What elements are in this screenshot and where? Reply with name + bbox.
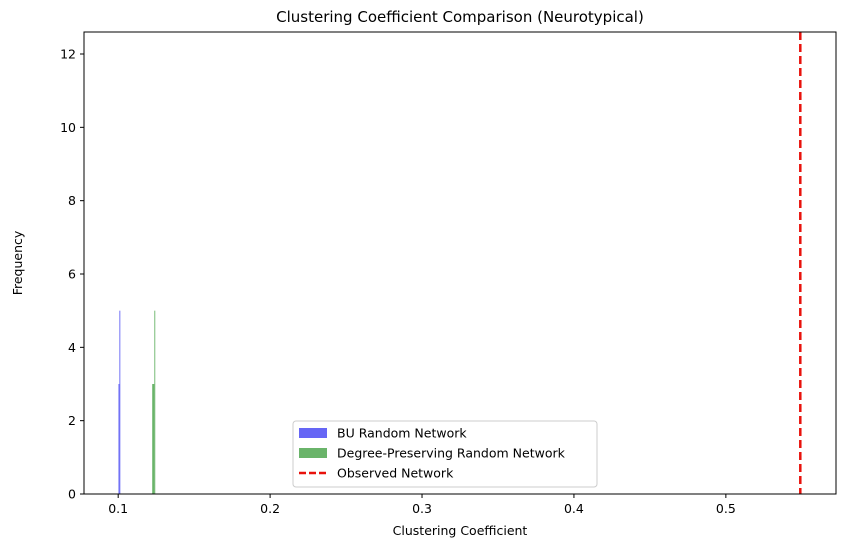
y-tick-label: 0 (68, 487, 76, 502)
x-tick-label: 0.4 (564, 501, 584, 516)
x-tick-label: 0.1 (108, 501, 128, 516)
y-tick-label: 4 (68, 340, 76, 355)
x-tick-label: 0.3 (412, 501, 432, 516)
y-tick-label: 8 (68, 193, 76, 208)
legend-box (292, 420, 598, 488)
x-axis-label: Clustering Coefficient (393, 523, 528, 538)
legend-label: BU Random Network (337, 426, 467, 441)
legend-label: Observed Network (337, 466, 454, 481)
histogram-bar (154, 310, 156, 494)
y-axis-label: Frequency (10, 230, 25, 295)
legend-swatch (299, 428, 327, 438)
histogram-bar (118, 384, 120, 494)
y-tick-label: 12 (60, 47, 76, 62)
x-tick-label: 0.2 (260, 501, 280, 516)
plot-area: 0.1 0.2 0.3 0.4 0.5 0 2 4 6 8 10 12 (60, 31, 837, 516)
legend-label: Degree-Preserving Random Network (337, 446, 566, 461)
histogram-bar (119, 310, 121, 494)
legend-swatch (299, 448, 327, 458)
chart-title: Clustering Coefficient Comparison (Neuro… (276, 8, 644, 26)
plot-frame (83, 31, 837, 495)
y-tick-label: 10 (60, 120, 76, 135)
legend: BU Random Network Degree-Preserving Rando… (292, 420, 598, 488)
histogram-bar (152, 384, 155, 494)
y-tick-label: 6 (68, 267, 76, 282)
x-tick-label: 0.5 (716, 501, 736, 516)
y-tick-label: 2 (68, 413, 76, 428)
